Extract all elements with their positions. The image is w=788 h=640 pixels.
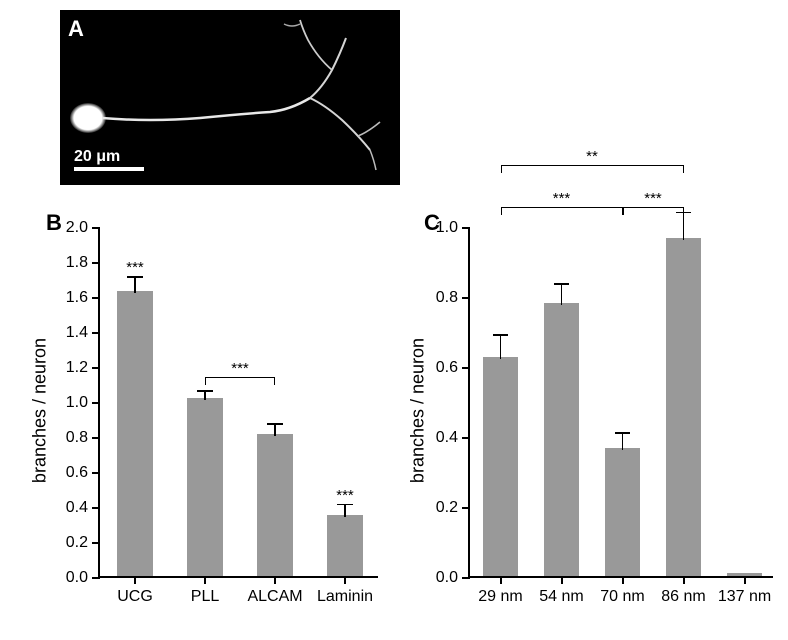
bar [483, 357, 517, 576]
y-tick-label: 0.8 [436, 289, 458, 307]
y-tick-label: 0.6 [66, 464, 88, 482]
y-tick [92, 437, 100, 439]
y-tick [462, 577, 470, 579]
chart-b: B branches / neuron 0.00.20.40.60.81.01.… [50, 210, 400, 630]
significance-marker: ** [586, 148, 598, 165]
y-tick [92, 542, 100, 544]
error-cap [493, 334, 508, 336]
x-tick [744, 576, 746, 584]
y-tick [462, 507, 470, 509]
significance-marker: *** [231, 360, 249, 377]
y-tick-label: 0.4 [66, 499, 88, 517]
y-tick [462, 367, 470, 369]
x-tick [683, 576, 685, 584]
panel-a-label: A [68, 16, 84, 42]
y-tick-label: 0.4 [436, 429, 458, 447]
y-tick [92, 297, 100, 299]
y-tick [92, 472, 100, 474]
significance-bracket [501, 207, 623, 215]
y-tick-label: 0.2 [66, 534, 88, 552]
error-bar [134, 277, 136, 293]
error-bar [561, 284, 563, 305]
error-cap [127, 276, 143, 278]
error-bar [274, 424, 276, 436]
y-tick [92, 402, 100, 404]
x-tick [561, 576, 563, 584]
chart-b-label: B [46, 210, 62, 236]
panel-a-micrograph: A 20 μm [60, 10, 400, 185]
significance-marker: *** [126, 259, 144, 276]
error-cap [615, 432, 630, 434]
x-tick [622, 576, 624, 584]
y-tick [92, 367, 100, 369]
x-tick-label: 29 nm [478, 588, 522, 606]
bar [187, 398, 223, 577]
x-tick [274, 576, 276, 584]
error-bar [204, 391, 206, 400]
bar [327, 515, 363, 576]
y-tick-label: 0.6 [436, 359, 458, 377]
scale-bar-text: 20 μm [74, 148, 144, 166]
x-tick-label: 54 nm [539, 588, 583, 606]
y-tick-label: 1.6 [66, 289, 88, 307]
error-bar [683, 212, 685, 240]
bar [666, 238, 700, 576]
y-tick-label: 1.2 [66, 359, 88, 377]
error-cap [554, 283, 569, 285]
significance-marker: *** [644, 190, 662, 207]
y-tick-label: 0.0 [436, 569, 458, 587]
y-tick [462, 437, 470, 439]
chart-c-y-label: branches / neuron [408, 311, 429, 511]
y-tick [92, 262, 100, 264]
significance-marker: *** [553, 190, 571, 207]
y-tick [462, 297, 470, 299]
significance-bracket [205, 377, 275, 385]
y-tick-label: 2.0 [66, 219, 88, 237]
bar [605, 448, 639, 576]
error-bar [500, 335, 502, 360]
x-tick [500, 576, 502, 584]
error-cap [197, 390, 213, 392]
y-tick-label: 0.2 [436, 499, 458, 517]
x-tick-label: 70 nm [600, 588, 644, 606]
x-tick-label: PLL [191, 588, 219, 606]
bar [257, 434, 293, 576]
y-tick [92, 332, 100, 334]
x-tick [134, 576, 136, 584]
y-tick [92, 227, 100, 229]
y-tick-label: 1.4 [66, 324, 88, 342]
bar [727, 573, 761, 576]
bar [117, 291, 153, 576]
scale-bar-line [74, 167, 144, 171]
chart-c-plot: 0.00.20.40.60.81.029 nm54 nm70 nm86 nm13… [468, 228, 773, 578]
error-bar [344, 505, 346, 517]
scale-bar: 20 μm [74, 148, 144, 171]
y-tick-label: 1.0 [66, 394, 88, 412]
x-tick-label: Laminin [317, 588, 373, 606]
x-tick-label: UCG [117, 588, 153, 606]
y-tick [92, 507, 100, 509]
error-bar [622, 433, 624, 451]
x-tick-label: 137 nm [718, 588, 771, 606]
bar [544, 303, 578, 576]
chart-c: C branches / neuron 0.00.20.40.60.81.029… [420, 210, 780, 630]
significance-bracket [501, 165, 684, 173]
x-tick-label: 86 nm [661, 588, 705, 606]
y-tick [92, 577, 100, 579]
chart-b-plot: 0.00.20.40.60.81.01.21.41.61.82.0UCGPLLA… [98, 228, 378, 578]
chart-b-y-label: branches / neuron [30, 311, 51, 511]
y-tick-label: 0.0 [66, 569, 88, 587]
y-tick-label: 1.8 [66, 254, 88, 272]
x-tick [204, 576, 206, 584]
significance-bracket [623, 207, 684, 215]
error-cap [337, 504, 353, 506]
y-tick [462, 227, 470, 229]
y-tick-label: 0.8 [66, 429, 88, 447]
x-tick [344, 576, 346, 584]
y-tick-label: 1.0 [436, 219, 458, 237]
significance-marker: *** [336, 487, 354, 504]
x-tick-label: ALCAM [247, 588, 302, 606]
error-cap [267, 423, 283, 425]
